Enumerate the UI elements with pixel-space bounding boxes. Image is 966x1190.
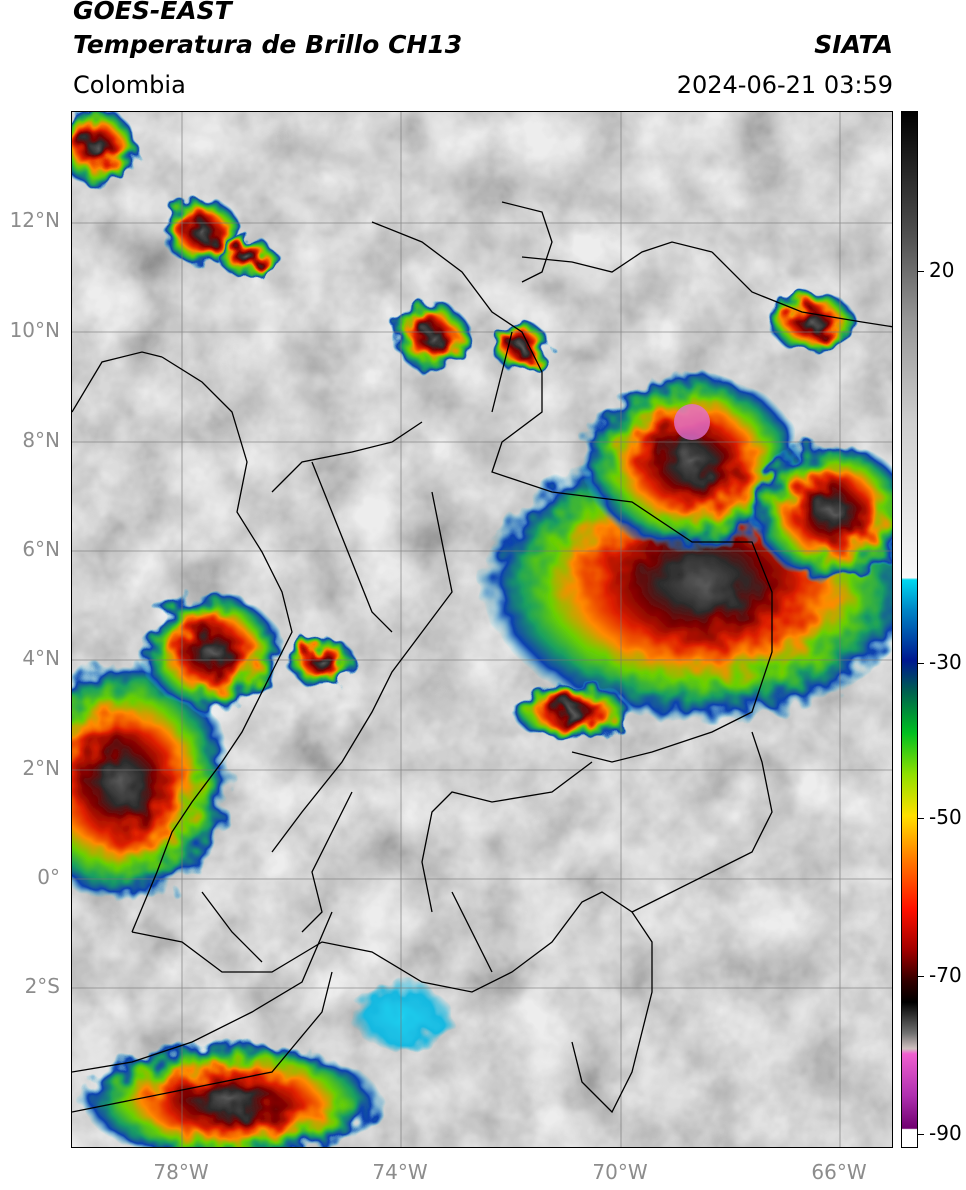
- satellite-map: [71, 111, 893, 1148]
- gridlines: [72, 112, 892, 1147]
- lat-label-4n: 4°N: [22, 646, 60, 670]
- cbar-label-minus70: -70: [929, 963, 962, 987]
- cbar-tick-minus50: [918, 818, 924, 819]
- cbar-label-minus90: -90: [929, 1121, 962, 1145]
- lon-label-78w: 78°W: [153, 1160, 209, 1184]
- satellite-imagery: [72, 112, 892, 1147]
- lat-label-8n: 8°N: [22, 428, 60, 452]
- lat-label-0: 0°: [37, 865, 60, 889]
- cbar-label-minus30: -30: [929, 650, 962, 674]
- country-borders: [72, 201, 892, 1114]
- temperature-colorbar: [901, 111, 918, 1148]
- lat-label-6n: 6°N: [22, 537, 60, 561]
- lon-label-74w: 74°W: [372, 1160, 428, 1184]
- cbar-tick-20: [918, 271, 924, 272]
- lon-label-70w: 70°W: [592, 1160, 648, 1184]
- lat-label-2s: 2°S: [24, 974, 60, 998]
- timestamp-label: 2024-06-21 03:59: [676, 71, 893, 99]
- cbar-tick-minus90: [918, 1134, 924, 1135]
- title-line-2: Temperatura de Brillo CH13: [73, 30, 463, 59]
- title-line-1: GOES-EAST: [73, 0, 232, 25]
- cbar-tick-minus30: [918, 663, 924, 664]
- cbar-tick-minus70: [918, 976, 924, 977]
- region-label: Colombia: [73, 71, 186, 99]
- lat-label-2n: 2°N: [22, 756, 60, 780]
- lat-label-12n: 12°N: [9, 208, 60, 232]
- cbar-label-minus50: -50: [929, 805, 962, 829]
- convective-cells: [72, 112, 892, 1147]
- lon-label-66w: 66°W: [811, 1160, 867, 1184]
- lat-label-10n: 10°N: [9, 318, 60, 342]
- source-label: SIATA: [814, 30, 893, 59]
- cbar-label-20: 20: [929, 258, 955, 282]
